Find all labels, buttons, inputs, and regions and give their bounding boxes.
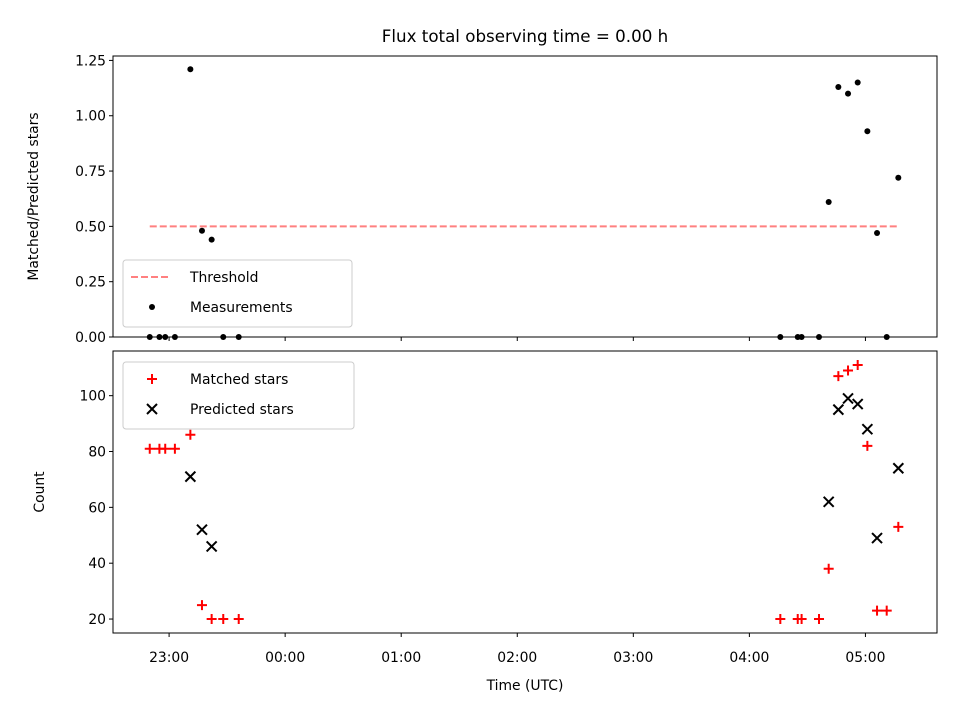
matched-star-point: [881, 605, 892, 616]
predicted-star-point: [832, 403, 845, 416]
bottom-legend-box: [122, 361, 355, 430]
matched-star-point: [144, 443, 155, 454]
predicted-star-point: [184, 470, 197, 483]
matched-star-point: [814, 614, 825, 625]
matched-star-point: [160, 443, 171, 454]
bottom-y-axis-label: Count: [32, 471, 48, 513]
predicted-star-point: [822, 496, 835, 508]
top-x-ticks: [168, 337, 866, 341]
measurement-point: [825, 199, 832, 206]
legend-measurement-swatch: [149, 304, 155, 310]
measurement-point: [845, 90, 852, 97]
top-y-ticks: 0.00 0.25 0.50 0.75 1.00 1.25: [75, 53, 113, 346]
top-y-tick-label: 0.50: [75, 219, 106, 235]
matched-star-point: [872, 605, 883, 616]
measurement-point: [864, 128, 871, 135]
top-axes-frame: [112, 55, 938, 338]
legend-label: Measurements: [190, 300, 293, 316]
x-axis-label: Time (UTC): [486, 678, 564, 694]
x-tick-label: 03:00: [613, 650, 653, 666]
top-y-tick-label: 0.00: [75, 330, 106, 346]
measurement-point: [895, 174, 902, 181]
bottom-plot-marks: [144, 359, 905, 625]
top-panel: 0.00 0.25 0.50 0.75 1.00 1.25 Matched/Predict…: [26, 53, 938, 346]
top-y-tick-label: 1.25: [75, 53, 106, 69]
bottom-panel: 20 40 60 80 100 23:00 00:00 01:00 02:00 03:00 04:…: [32, 350, 938, 666]
predicted-star-point: [196, 523, 208, 536]
matched-star-point: [823, 563, 834, 574]
bottom-y-tick-label: 100: [79, 389, 106, 405]
predicted-star-point: [861, 423, 874, 435]
x-tick-label: 23:00: [149, 650, 189, 666]
predicted-star-point: [892, 462, 905, 474]
bottom-y-tick-label: 40: [88, 556, 106, 572]
legend-label: Matched stars: [190, 372, 288, 388]
matched-star-point: [833, 371, 844, 382]
top-legend: Threshold Measurements: [122, 259, 353, 328]
predicted-star-point: [871, 532, 883, 544]
matched-star-point: [852, 359, 863, 370]
x-tick-label: 05:00: [845, 650, 885, 666]
predicted-star-point: [205, 540, 218, 553]
matched-star-point: [185, 429, 196, 440]
bottom-y-ticks: 20 40 60 80 100: [79, 389, 113, 628]
legend-matched-swatch: [147, 374, 157, 384]
measurement-point: [198, 227, 205, 234]
measurement-point: [187, 66, 194, 73]
matched-star-point: [206, 614, 217, 625]
measurement-point: [874, 230, 881, 237]
matched-star-point: [218, 614, 229, 625]
top-y-tick-label: 0.25: [75, 275, 106, 291]
bottom-y-tick-label: 60: [88, 500, 106, 516]
bottom-y-tick-label: 80: [88, 445, 106, 461]
matched-star-point: [893, 521, 904, 532]
predicted-star-point: [851, 398, 864, 410]
predicted-star-point: [842, 392, 854, 405]
matched-star-point: [196, 600, 207, 611]
matched-star-point: [796, 614, 807, 625]
legend-predicted-swatch: [146, 403, 158, 415]
measurement-point: [854, 79, 861, 86]
top-y-tick-label: 1.00: [75, 109, 106, 125]
top-y-axis-label: Matched/Predicted stars: [26, 112, 42, 280]
measurement-point: [835, 83, 842, 90]
chart-title: Flux total observing time = 0.00 h: [382, 26, 668, 46]
matched-star-point: [169, 443, 180, 454]
matched-star-point: [775, 614, 786, 625]
matched-star-point: [862, 440, 873, 451]
legend-label: Predicted stars: [190, 402, 294, 418]
x-tick-label: 00:00: [265, 650, 305, 666]
measurement-point: [208, 236, 215, 243]
top-y-tick-label: 0.75: [75, 164, 106, 180]
matched-star-point: [233, 614, 244, 625]
bottom-legend: Matched stars Predicted stars: [122, 361, 355, 430]
top-legend-box: [122, 259, 353, 328]
matched-star-point: [843, 365, 854, 376]
x-tick-label: 02:00: [497, 650, 537, 666]
top-plot-marks: [146, 66, 902, 340]
legend-label: Threshold: [189, 270, 258, 286]
bottom-x-ticks: 23:00 00:00 01:00 02:00 03:00 04:00 05:00: [149, 633, 885, 666]
x-tick-label: 01:00: [381, 650, 421, 666]
bottom-axes-frame: [112, 350, 938, 634]
x-tick-label: 04:00: [729, 650, 769, 666]
bottom-y-tick-label: 20: [88, 612, 106, 628]
